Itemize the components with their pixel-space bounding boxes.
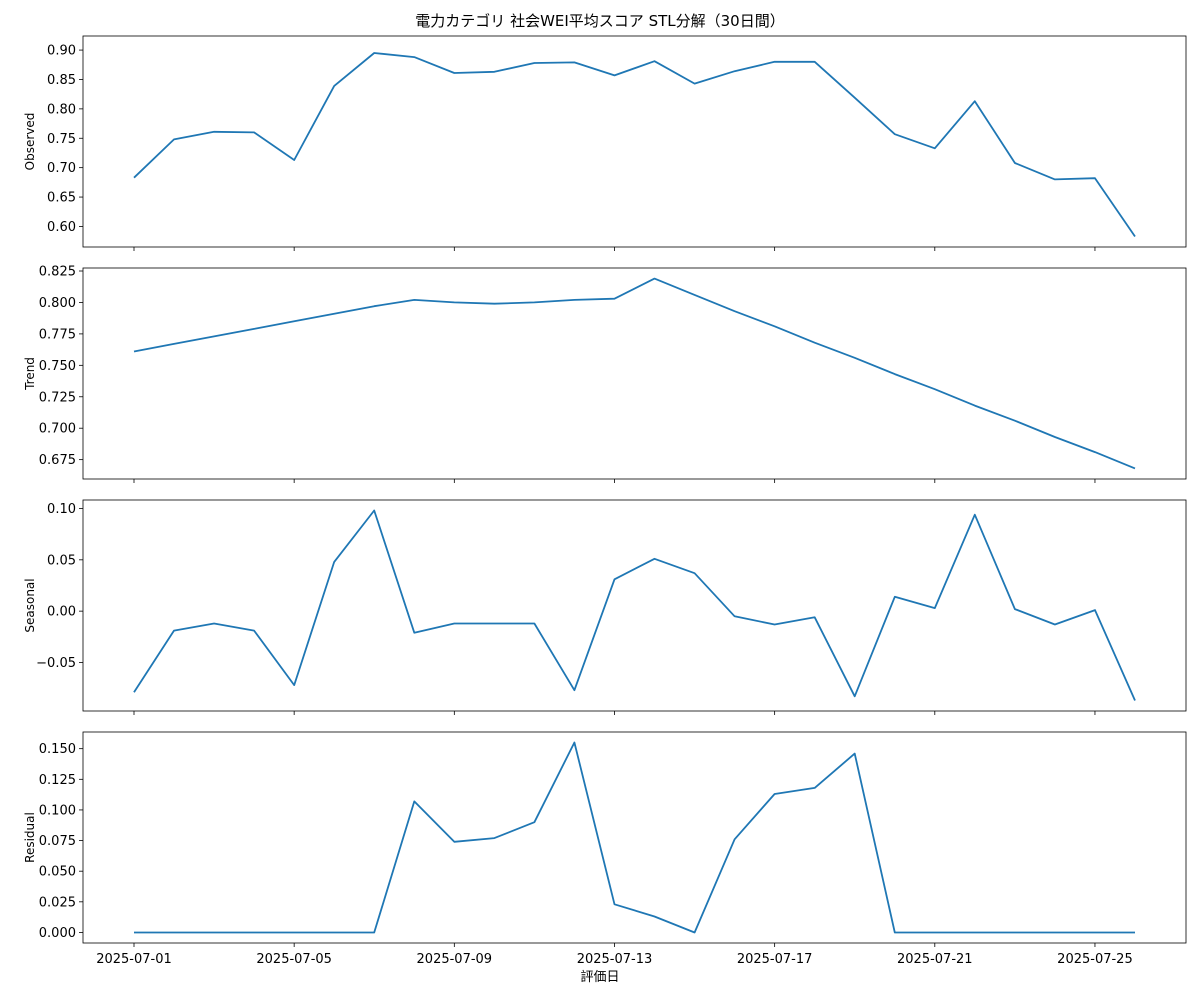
y-tick-label: 0.075 <box>39 834 76 849</box>
y-tick-label: 0.10 <box>47 502 76 517</box>
series-line-observed <box>133 52 1136 238</box>
y-tick-label: 0.70 <box>47 161 76 176</box>
y-tick-label: 0.825 <box>39 265 76 280</box>
y-tick-label: 0.60 <box>47 220 76 235</box>
y-axis-label: Trend <box>23 357 37 391</box>
y-tick-label: 0.025 <box>39 895 76 910</box>
y-tick-label: 0.65 <box>47 191 76 206</box>
series-line-trend <box>133 277 1136 470</box>
y-tick-label: 0.00 <box>47 605 76 620</box>
x-tick-label: 2025-07-13 <box>577 952 653 967</box>
x-tick-label: 2025-07-01 <box>96 952 172 967</box>
panel-2-frame <box>82 267 1187 480</box>
x-tick-label: 2025-07-09 <box>417 952 493 967</box>
y-axis-label: Seasonal <box>23 578 37 632</box>
y-tick-label: 0.750 <box>39 359 76 374</box>
y-tick-label: 0.75 <box>47 132 76 147</box>
panel-4-frame <box>82 731 1187 944</box>
y-tick-label: −0.05 <box>36 656 76 671</box>
y-tick-label: 0.80 <box>47 102 76 117</box>
y-axis-label: Residual <box>23 812 37 863</box>
y-tick-label: 0.050 <box>39 865 76 880</box>
y-axis-label: Observed <box>23 113 37 171</box>
chart-title: 電力カテゴリ 社会WEI平均スコア STL分解（30日間） <box>415 12 785 30</box>
y-tick-label: 0.90 <box>47 44 76 59</box>
y-tick-label: 0.800 <box>39 296 76 311</box>
x-tick-label: 2025-07-05 <box>256 952 332 967</box>
y-tick-label: 0.100 <box>39 803 76 818</box>
y-tick-label: 0.775 <box>39 327 76 342</box>
x-tick-label: 2025-07-21 <box>897 952 973 967</box>
y-tick-label: 0.150 <box>39 742 76 757</box>
y-tick-label: 0.85 <box>47 73 76 88</box>
x-axis-label: 評価日 <box>580 970 620 985</box>
panel-1-frame <box>82 35 1187 248</box>
series-line-seasonal <box>133 509 1136 701</box>
y-tick-label: 0.000 <box>39 926 76 941</box>
x-tick-label: 2025-07-17 <box>737 952 813 967</box>
panel-3-frame <box>82 499 1187 712</box>
y-tick-label: 0.125 <box>39 773 76 788</box>
x-tick-label: 2025-07-25 <box>1057 952 1133 967</box>
y-tick-label: 0.675 <box>39 453 76 468</box>
y-tick-label: 0.05 <box>47 553 76 568</box>
y-tick-label: 0.725 <box>39 390 76 405</box>
series-line-residual <box>134 741 1135 934</box>
y-tick-label: 0.700 <box>39 422 76 437</box>
